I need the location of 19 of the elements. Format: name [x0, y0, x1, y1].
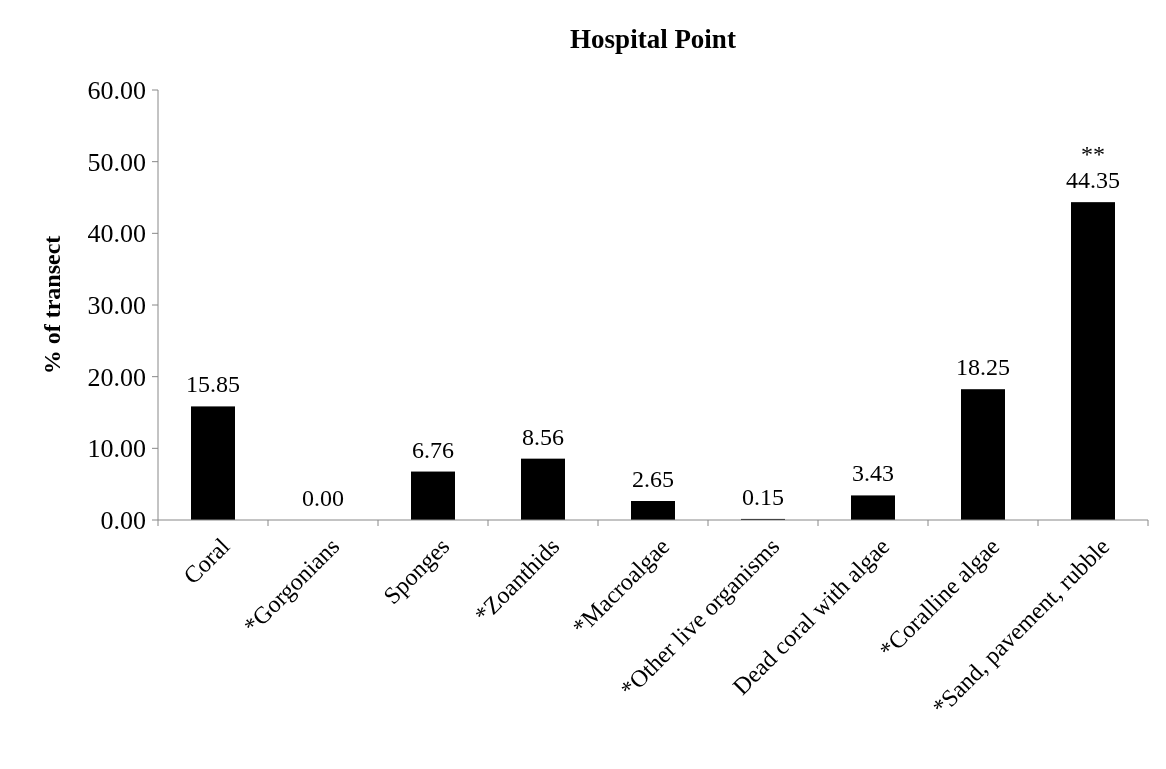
y-tick-label: 50.00: [87, 147, 146, 177]
data-label: 6.76: [412, 436, 454, 463]
chart-title: Hospital Point: [570, 24, 736, 54]
y-tick-label: 40.00: [87, 219, 146, 249]
y-tick-label: 10.00: [87, 434, 146, 464]
y-tick-label: 0.00: [100, 506, 146, 536]
data-label: 15.85: [186, 371, 240, 398]
data-label: 18.25: [956, 354, 1010, 381]
y-tick-label: 30.00: [87, 291, 146, 321]
y-tick-label: 60.00: [87, 76, 146, 106]
y-tick-label: 20.00: [87, 362, 146, 392]
y-axis-title: % of transect: [39, 235, 65, 375]
data-label: 44.35: [1066, 167, 1120, 194]
annotation: **: [1081, 141, 1105, 168]
data-label: 8.56: [522, 423, 564, 450]
data-label: 2.65: [632, 466, 674, 493]
data-label: 3.43: [852, 460, 894, 487]
data-label: 0.00: [302, 485, 344, 511]
data-label: 0.15: [742, 483, 784, 510]
